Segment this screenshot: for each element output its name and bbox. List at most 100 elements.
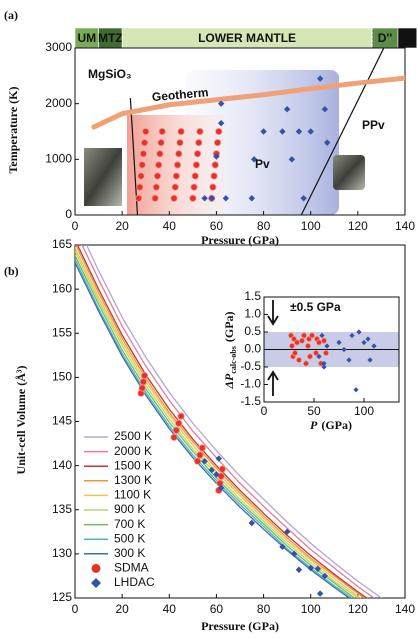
lhdac-point (307, 564, 314, 572)
sdma-point (158, 127, 166, 136)
sdma-point (140, 372, 149, 380)
inset-background (218, 286, 404, 452)
annotation: MgSiO₃ (88, 67, 132, 81)
sdma-point (306, 353, 313, 360)
region-band (397, 27, 418, 49)
x-tick-label: 80 (257, 602, 271, 616)
sdma-point (196, 127, 204, 136)
sdma-point (156, 150, 164, 158)
lhdac-point (283, 106, 291, 113)
sdma-point (191, 172, 199, 180)
sdma-point (300, 332, 307, 339)
sdma-point (175, 150, 183, 158)
sdma-point (312, 349, 319, 356)
isotherm (81, 245, 376, 598)
legend-label: 1300 K (114, 473, 152, 487)
x-tick-label: 140 (395, 219, 415, 233)
region-label: UM (77, 31, 96, 45)
x-tick-label: 120 (348, 602, 368, 616)
y-tick-label: 140 (52, 458, 72, 472)
sdma-point (177, 127, 185, 136)
legend-label: 500 K (114, 531, 145, 545)
y-axis-label-part: (GPa) (222, 311, 236, 342)
lhdac-point (324, 343, 330, 349)
lhdac-point (365, 336, 371, 342)
sdma-point (210, 172, 218, 180)
lhdac-point (208, 195, 215, 202)
y-tick-label: 0 (65, 207, 72, 221)
sdma-point (152, 183, 160, 191)
legend-label: SDMA (114, 561, 149, 575)
x-tick-label: 0 (261, 404, 268, 418)
isotherm (85, 245, 383, 598)
sdma-point (293, 339, 300, 346)
x-tick-label: 40 (163, 219, 177, 233)
x-axis-label: Pressure (GPa) (201, 233, 279, 247)
arrow-down (267, 300, 279, 326)
phase-boundary (300, 48, 385, 215)
sdma-point (172, 426, 180, 434)
sdma-point (173, 161, 182, 169)
x-tick-label: 0 (72, 219, 79, 233)
legend-label: 2500 K (114, 429, 152, 443)
phase-boundary (129, 98, 139, 215)
sdma-point (151, 194, 159, 202)
lhdac-point (300, 195, 307, 202)
lhdac-point (307, 128, 314, 135)
x-tick-label: 40 (163, 602, 177, 616)
panel-label: (a) (4, 8, 18, 22)
legend-label: 300 K (114, 546, 145, 560)
lhdac-point (316, 75, 324, 82)
sdma-point (138, 161, 146, 169)
lhdac-point (260, 128, 267, 135)
lhdac-point (321, 572, 329, 580)
lhdac-point (217, 119, 225, 127)
y-tick-label: 160 (52, 281, 72, 295)
lhdac-point (279, 543, 286, 551)
lhdac-point (215, 455, 222, 462)
lhdac-point (321, 106, 329, 113)
legend-label: 900 K (114, 502, 145, 516)
lhdac-point (283, 528, 291, 536)
panel-label: (b) (4, 264, 19, 278)
lhdac-point (217, 484, 225, 491)
y-tick-label: 2000 (45, 96, 72, 110)
x-axis-label-part: P (310, 418, 318, 432)
lhdac-point (319, 332, 325, 339)
x-axis-label-part: (GPa) (321, 418, 352, 432)
x-tick-label: 20 (115, 219, 129, 233)
legend-label: 1500 K (114, 458, 152, 472)
lhdac-point (346, 357, 352, 363)
region-label: OC (398, 31, 416, 45)
sdma-point (155, 161, 163, 169)
sdma-point (308, 332, 315, 339)
lhdac-point (356, 329, 362, 335)
y-tick-label: 3000 (45, 40, 72, 54)
sdma-point (218, 465, 226, 473)
lhdac-point (279, 128, 286, 135)
sdma-point (137, 172, 145, 180)
x-tick-label: 120 (348, 219, 368, 233)
legend-label: LHDAC (114, 575, 155, 589)
y-tick-label: 130 (52, 546, 72, 560)
x-tick-label: 100 (301, 219, 321, 233)
lhdac-point (321, 364, 327, 370)
lhdac-point (201, 195, 208, 202)
sdma-point (138, 384, 146, 392)
sdma-point (322, 349, 329, 356)
lhdac-point (250, 156, 258, 163)
sdma-point (214, 139, 222, 147)
sdma-point (139, 378, 147, 386)
y-tick-label: 1.5 (244, 289, 261, 303)
lhdac-point (367, 357, 373, 363)
region-label: MTZ (98, 31, 123, 45)
lhdac-point (213, 153, 220, 160)
x-tick-label: 80 (257, 219, 271, 233)
isotherm (75, 250, 359, 598)
lhdac-point (361, 339, 367, 346)
sdma-point (171, 183, 179, 191)
sdma-point (291, 349, 298, 356)
y-tick-label: -1.0 (240, 377, 261, 391)
sdma-point (193, 150, 202, 158)
